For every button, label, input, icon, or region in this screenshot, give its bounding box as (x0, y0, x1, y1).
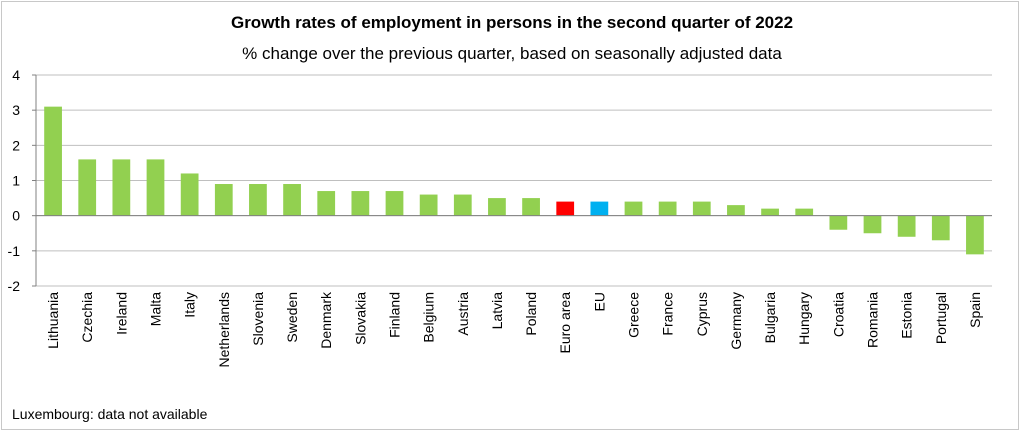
bar-slovenia (249, 184, 267, 216)
bar-czechia (78, 159, 97, 216)
chart-subtitle: % change over the previous quarter, base… (242, 44, 782, 63)
bar-france (658, 201, 677, 216)
y-tick-label: -2 (8, 278, 21, 294)
x-tick-label: Belgium (421, 292, 437, 343)
y-tick-label: -1 (8, 243, 21, 259)
x-tick-label: Germany (728, 292, 744, 350)
y-tick-label: 4 (12, 67, 20, 83)
axes (35, 75, 992, 286)
bar-cyprus (692, 201, 711, 216)
bar-eu (590, 201, 609, 216)
x-tick-label: Lithuania (45, 292, 61, 349)
bar-finland (385, 191, 404, 216)
bar-belgium (419, 194, 438, 216)
x-tick-label: Sweden (284, 292, 300, 343)
bar-austria (453, 194, 472, 216)
bar-romania (863, 215, 882, 234)
x-tick-label: Bulgaria (762, 292, 778, 344)
gridlines (36, 74, 992, 287)
bar-sweden (283, 184, 301, 216)
footnote: Luxembourg: data not available (12, 406, 208, 422)
bar-germany (727, 205, 745, 216)
x-tick-label: France (660, 292, 676, 336)
chart-title: Growth rates of employment in persons in… (230, 13, 794, 32)
bar-poland (522, 198, 540, 216)
x-tick-label: Slovenia (250, 292, 266, 346)
bar-ireland (112, 159, 131, 216)
x-tick-label: Hungary (796, 292, 812, 345)
y-axis-ticks: 4 3 2 1 0 -1 -2 (8, 67, 36, 294)
x-axis-labels: Lithuania Czechia Ireland Malta Italy Netherl… (45, 291, 983, 367)
x-tick-label: Netherlands (216, 292, 232, 368)
x-tick-label: Slovakia (352, 292, 368, 345)
bar-bulgaria (761, 208, 779, 216)
x-tick-label: Croatia (830, 292, 846, 337)
x-tick-label: Cyprus (694, 292, 710, 336)
bar-hungary (795, 208, 814, 216)
bar-malta (146, 159, 165, 216)
bar-latvia (488, 198, 506, 216)
bar-slovakia (351, 191, 370, 216)
bar-portugal (931, 215, 950, 241)
bar-netherlands (214, 184, 233, 216)
x-tick-label: Austria (455, 292, 471, 336)
x-tick-label: Estonia (899, 292, 915, 339)
bar-estonia (897, 215, 916, 237)
x-tick-label: Romania (865, 292, 881, 348)
bar-italy (180, 173, 199, 216)
bar-spain (966, 215, 984, 255)
bar-greece (624, 201, 643, 216)
x-tick-label: Denmark (318, 291, 334, 349)
x-tick-label: Poland (523, 292, 539, 336)
bar-euro-area (556, 201, 575, 216)
bar-lithuania (44, 106, 62, 216)
x-tick-label: Ireland (113, 292, 129, 335)
x-tick-label: Spain (967, 292, 983, 328)
x-tick-label: Malta (148, 292, 164, 326)
x-tick-label: Finland (387, 292, 403, 338)
x-tick-label: Portugal (933, 292, 949, 344)
x-tick-label: Euro area (557, 292, 573, 354)
x-tick-label: Czechia (79, 292, 95, 343)
y-tick-label: 2 (12, 137, 20, 153)
x-tick-label: Latvia (489, 292, 505, 330)
y-tick-label: 1 (12, 173, 20, 189)
y-tick-label: 0 (12, 208, 20, 224)
x-tick-label: Greece (626, 292, 642, 338)
x-tick-label: Italy (182, 292, 198, 318)
y-tick-label: 3 (12, 102, 20, 118)
bar-croatia (829, 215, 848, 230)
bars (44, 106, 984, 255)
bar-denmark (317, 191, 336, 216)
x-tick-label: EU (591, 292, 607, 311)
